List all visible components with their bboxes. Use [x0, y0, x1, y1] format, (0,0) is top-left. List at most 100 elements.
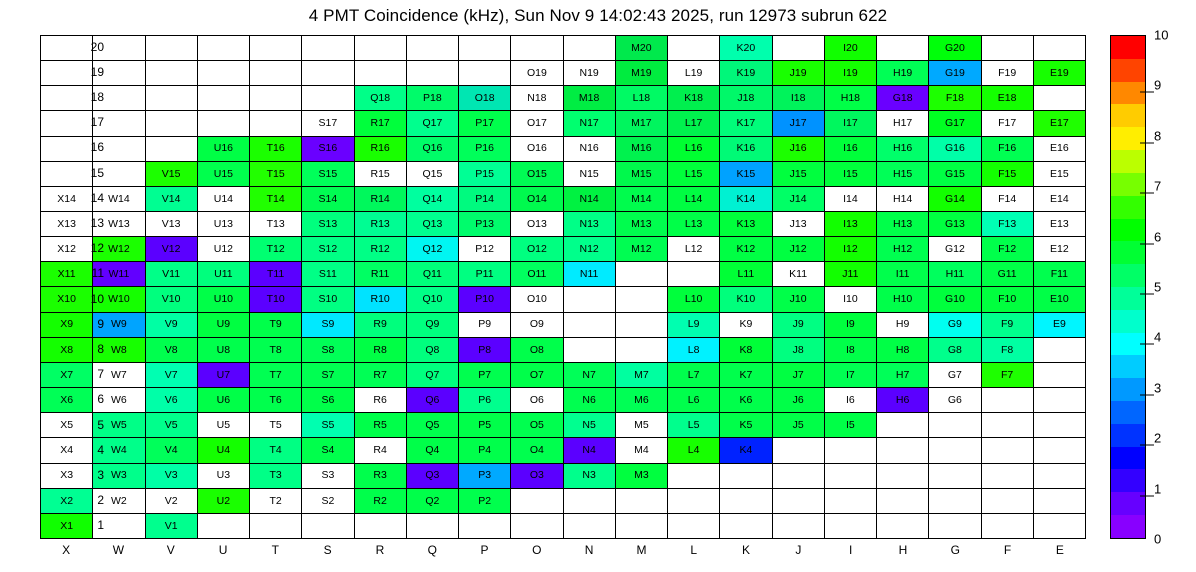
y-axis-tick-1: 1 [97, 518, 104, 533]
heatmap-cell-p14: P14 [459, 186, 512, 213]
heatmap-cell-t7: T7 [250, 362, 303, 389]
heatmap-cell-f12: F12 [981, 237, 1034, 263]
heatmap-cell-n16: N16 [563, 136, 616, 162]
heatmap-cell-v13: V13 [145, 212, 198, 238]
heatmap-cell-x1: X1 [41, 513, 94, 539]
heatmap-cell-o7: O7 [511, 362, 564, 389]
colorbar-tick-line [1140, 293, 1154, 295]
heatmap-cell-q9: Q9 [406, 312, 459, 338]
x-axis-tick-l: L [690, 543, 698, 557]
heatmap-cell-empty [145, 111, 198, 137]
heatmap-cell-k16: K16 [720, 136, 773, 162]
heatmap-cell-empty [877, 438, 930, 464]
heatmap-cell-o8: O8 [511, 337, 564, 363]
heatmap-cell-empty [563, 312, 616, 338]
heatmap-cell-i5: I5 [824, 413, 877, 439]
heatmap-cell-empty [354, 36, 407, 62]
heatmap-cell-empty [250, 36, 303, 62]
heatmap-cell-k9: K9 [720, 312, 773, 338]
heatmap-cell-empty [563, 337, 616, 363]
heatmap-cell-n4: N4 [563, 438, 616, 464]
heatmap-cell-empty [93, 513, 146, 539]
heatmap-cell-g10: G10 [929, 287, 982, 313]
heatmap-cell-empty [459, 61, 512, 87]
heatmap-cell-empty [406, 61, 459, 87]
heatmap-cell-empty [1033, 362, 1086, 389]
heatmap-cell-x2: X2 [41, 488, 94, 514]
x-axis-tick-r: R [375, 543, 385, 557]
heatmap-cell-s12: S12 [302, 237, 355, 263]
x-axis-tick-k: K [742, 543, 751, 557]
heatmap-cell-s16: S16 [302, 136, 355, 162]
heatmap-cell-s7: S7 [302, 362, 355, 389]
colorbar-band [1111, 309, 1145, 333]
heatmap-cell-w5: W5 [93, 413, 146, 439]
heatmap-cell-o11: O11 [511, 262, 564, 288]
page-title: 4 PMT Coincidence (kHz), Sun Nov 9 14:02… [308, 6, 888, 25]
heatmap-cell-empty [93, 86, 146, 112]
heatmap-cell-w11: W11 [93, 262, 146, 288]
colorbar-band [1111, 423, 1145, 447]
heatmap-cell-h18: H18 [824, 86, 877, 112]
heatmap-cell-empty [668, 463, 721, 489]
heatmap-cell-empty [41, 86, 94, 112]
heatmap-cell-empty [406, 36, 459, 62]
y-axis-tick-14: 14 [90, 190, 104, 205]
heatmap-grid: M20 K20 I20 G20 O19 N19 M19 L19 K19 J19 I19 H19 G19 F… [40, 35, 1086, 539]
heatmap-cell-p4: P4 [459, 438, 512, 464]
heatmap-cell-m14: M14 [615, 186, 668, 213]
y-axis-tick-2: 2 [97, 493, 104, 508]
heatmap-cell-u10: U10 [197, 287, 250, 313]
colorbar-tick-0: 0 [1154, 531, 1162, 547]
heatmap-cell-empty [197, 86, 250, 112]
heatmap-cell-p16: P16 [459, 136, 512, 162]
heatmap-cell-empty [668, 513, 721, 539]
colorbar-band [1111, 218, 1145, 242]
heatmap-cell-l17: L17 [668, 111, 721, 137]
heatmap-cell-empty [41, 36, 94, 62]
colorbar-band [1111, 332, 1145, 356]
heatmap-cell-empty [981, 413, 1034, 439]
heatmap-cell-x11: X11 [41, 262, 94, 288]
heatmap-cell-r7: R7 [354, 362, 407, 389]
heatmap-cell-w3: W3 [93, 463, 146, 489]
heatmap-cell-h9: H9 [877, 312, 930, 338]
heatmap-cell-f8: F8 [981, 337, 1034, 363]
heatmap-cell-j9: J9 [772, 312, 825, 338]
heatmap-cell-empty [459, 36, 512, 62]
colorbar-band [1111, 172, 1145, 196]
heatmap-cell-k18: K18 [668, 86, 721, 112]
x-axis-tick-e: E [1055, 543, 1064, 557]
heatmap-cell-l18: L18 [615, 86, 668, 112]
heatmap-cell-g6: G6 [929, 388, 982, 414]
heatmap-cell-q12: Q12 [406, 237, 459, 263]
heatmap-cell-q8: Q8 [406, 337, 459, 363]
heatmap-cell-w14: W14 [93, 186, 146, 213]
heatmap-cell-h19: H19 [877, 61, 930, 87]
heatmap-cell-p11: P11 [459, 262, 512, 288]
heatmap-cell-m7: M7 [615, 362, 668, 389]
heatmap-cell-empty [824, 463, 877, 489]
heatmap-cell-k12: K12 [720, 237, 773, 263]
heatmap-cell-k19: K19 [720, 61, 773, 87]
heatmap-cell-e13: E13 [1033, 212, 1086, 238]
heatmap-cell-g19: G19 [929, 61, 982, 87]
heatmap-cell-f15: F15 [981, 161, 1034, 187]
heatmap-cell-e10: E10 [1033, 287, 1086, 313]
heatmap-cell-u8: U8 [197, 337, 250, 363]
heatmap-cell-m4: M4 [615, 438, 668, 464]
heatmap-cell-v14: V14 [145, 186, 198, 213]
heatmap-cell-f19: F19 [981, 61, 1034, 87]
heatmap-cell-o15: O15 [511, 161, 564, 187]
heatmap-cell-empty [145, 86, 198, 112]
heatmap-cell-p17: P17 [459, 111, 512, 137]
heatmap-cell-empty [824, 488, 877, 514]
heatmap-cell-j5: J5 [772, 413, 825, 439]
heatmap-cell-empty [41, 61, 94, 87]
heatmap-cell-k17: K17 [720, 111, 773, 137]
heatmap-cell-j7: J7 [772, 362, 825, 389]
heatmap-cell-t13: T13 [250, 212, 303, 238]
heatmap-cell-m16: M16 [615, 136, 668, 162]
heatmap-cell-q7: Q7 [406, 362, 459, 389]
heatmap-cell-empty [877, 488, 930, 514]
